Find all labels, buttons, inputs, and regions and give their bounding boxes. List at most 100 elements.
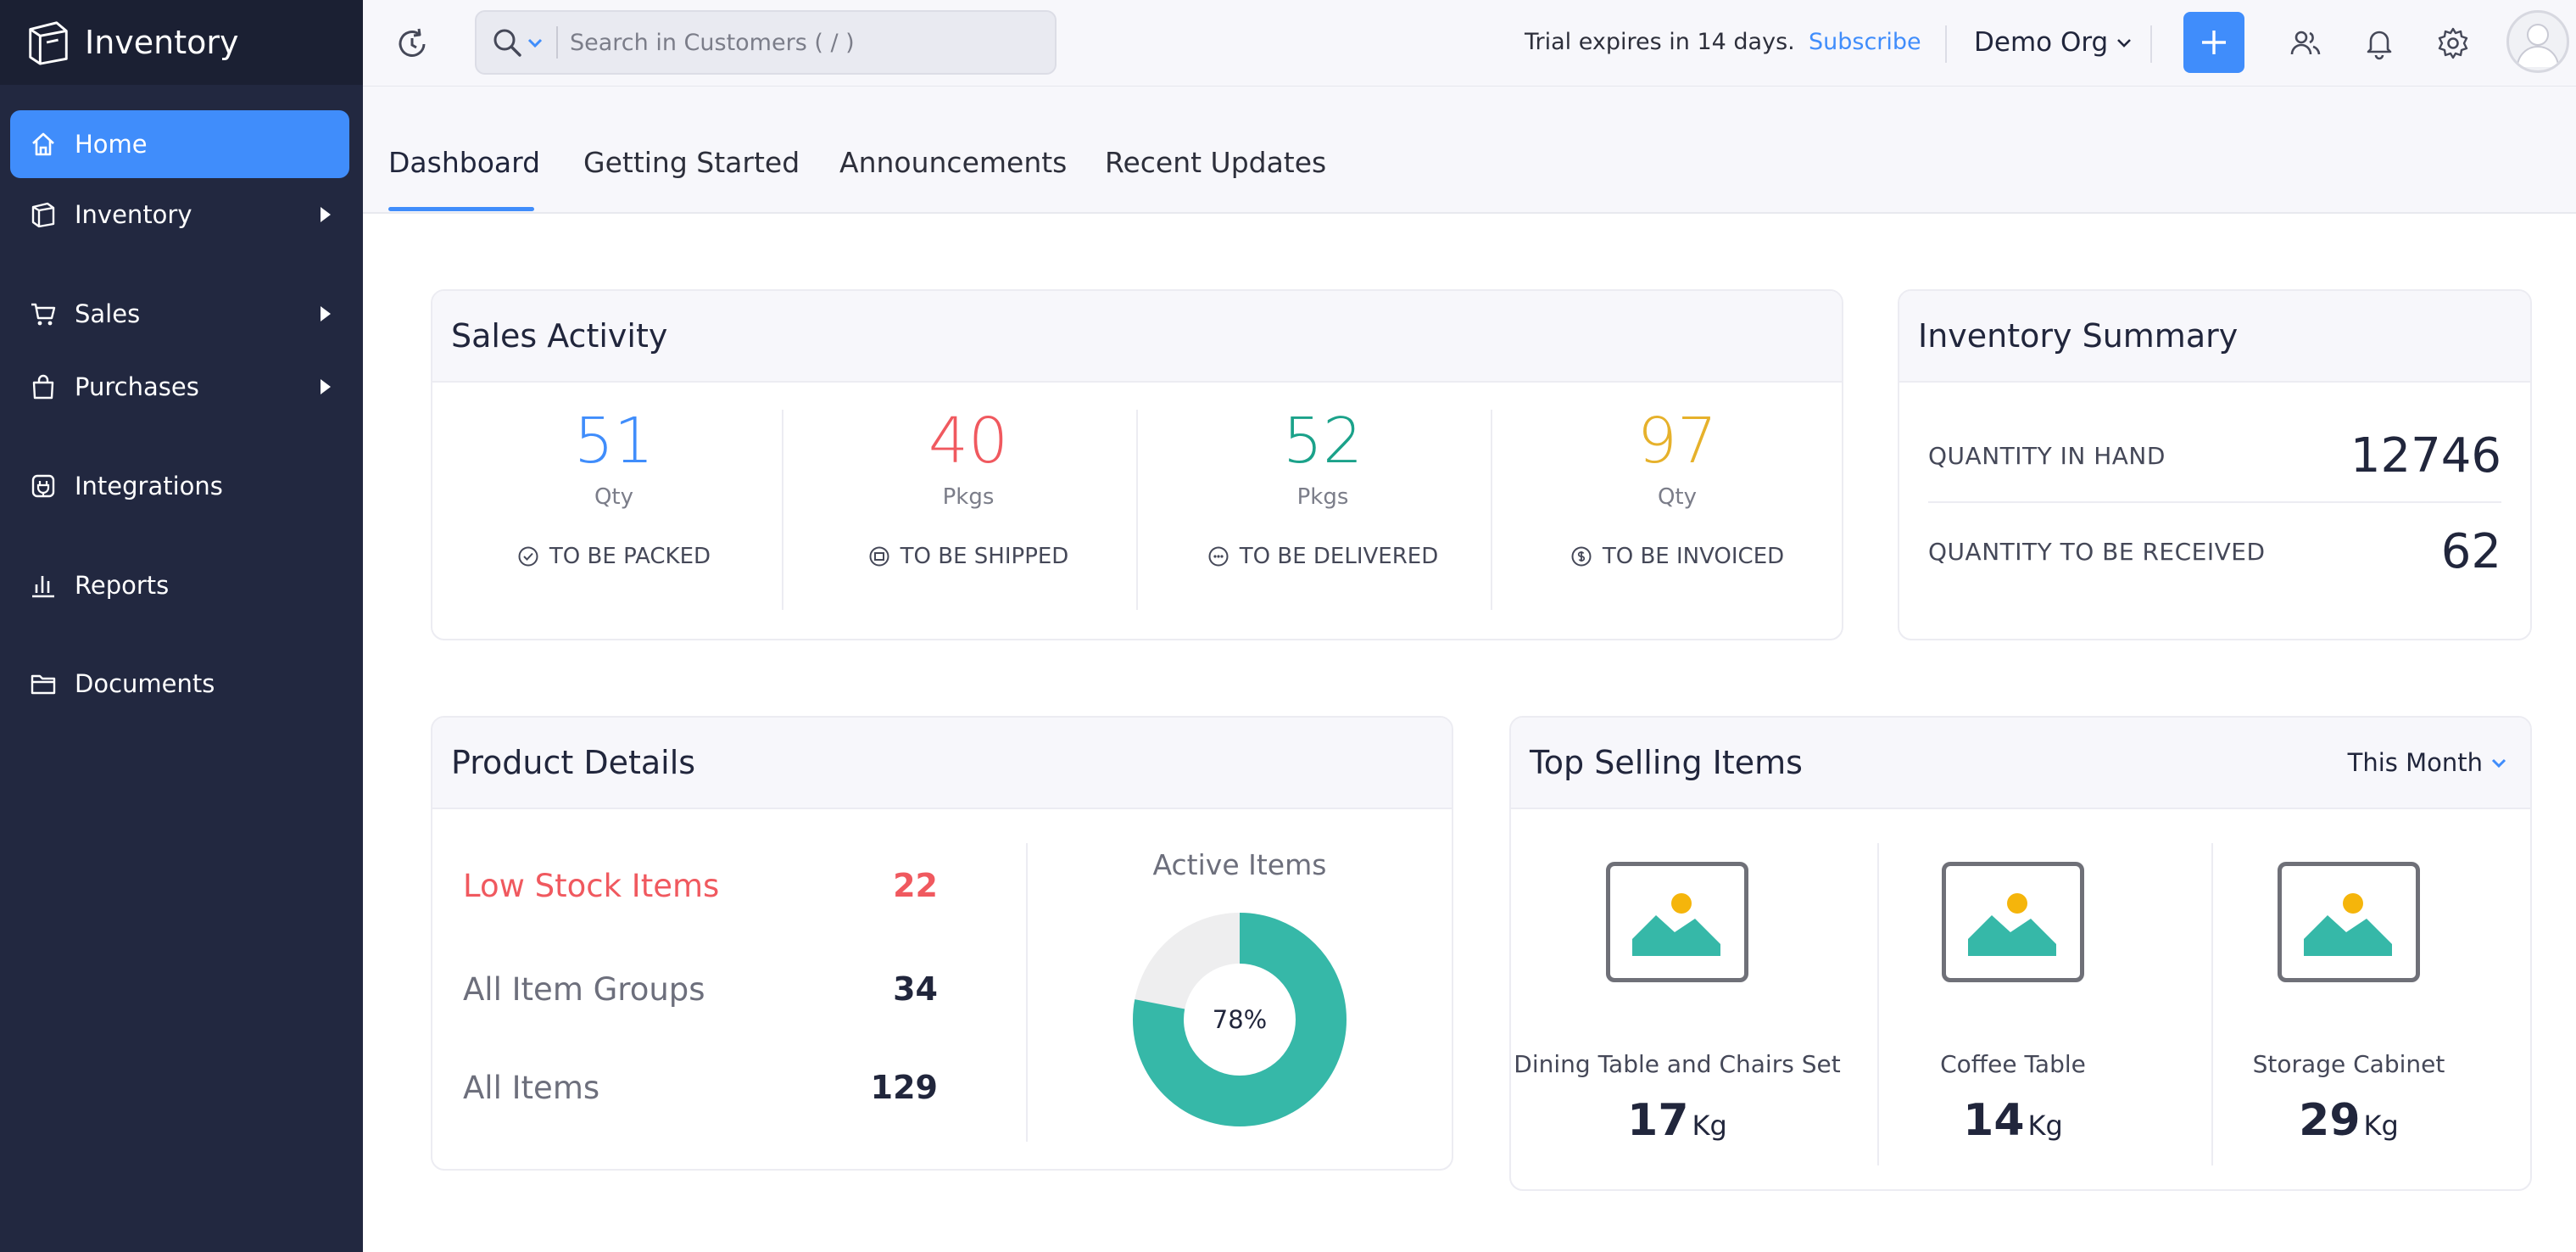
- column-divider: [782, 410, 783, 610]
- org-switcher[interactable]: Demo Org: [1974, 27, 2133, 58]
- item-qty-value: 17: [1627, 1095, 1689, 1146]
- column-divider: [1491, 410, 1492, 610]
- stat-unit: Qty: [594, 484, 634, 510]
- card-header: Product Details: [432, 718, 1452, 809]
- sidebar-item-home[interactable]: Home: [10, 110, 349, 178]
- search-icon[interactable]: [490, 25, 524, 59]
- item-quantity: 14 Kg: [1847, 1095, 2179, 1146]
- stat-label: TO BE SHIPPED: [790, 544, 1146, 569]
- inventory-icon: [27, 198, 59, 231]
- summary-label: QUANTITY TO BE RECEIVED: [1928, 537, 2266, 566]
- sidebar: Inventory Home Inventory Sales Purchases…: [0, 0, 363, 1252]
- item-name: Coffee Table: [1940, 1050, 2086, 1078]
- sidebar-item-purchases[interactable]: Purchases: [10, 353, 349, 421]
- product-row-value: 34: [893, 970, 938, 1008]
- stat-unit: Qty: [1657, 484, 1698, 510]
- sidebar-item-label: Inventory: [75, 200, 192, 229]
- top-selling-item[interactable]: Dining Table and Chairs Set 17 Kg: [1511, 862, 1843, 1146]
- stat-value: 51: [573, 405, 655, 478]
- image-placeholder-icon: [1968, 893, 2056, 956]
- stat-unit: Pkgs: [1296, 484, 1349, 510]
- stat-unit: Pkgs: [942, 484, 995, 510]
- top-selling-item[interactable]: Storage Cabinet 29 Kg: [2183, 862, 2515, 1146]
- home-icon: [27, 128, 59, 160]
- card-title: Sales Activity: [451, 317, 668, 355]
- active-items-donut[interactable]: 78%: [1126, 906, 1353, 1133]
- sales-activity-card: Sales Activity 51 Qty TO BE PACKED 40 Pk…: [431, 289, 1843, 640]
- sales-stat-to-be-invoiced[interactable]: 97 Qty TO BE INVOICED: [1499, 410, 1842, 569]
- shipped-circle-icon: [869, 546, 889, 567]
- item-qty-unit: Kg: [2363, 1109, 2399, 1142]
- sidebar-item-inventory[interactable]: Inventory: [10, 181, 349, 249]
- item-image-placeholder: [2278, 862, 2420, 982]
- search-divider: [556, 26, 558, 59]
- column-divider: [2211, 843, 2213, 1165]
- card-header: Inventory Summary: [1899, 291, 2530, 383]
- search-box[interactable]: [475, 10, 1057, 75]
- summary-label: QUANTITY IN HAND: [1928, 441, 2166, 470]
- period-dropdown[interactable]: This Month: [2348, 748, 2508, 777]
- item-qty-value: 14: [1963, 1095, 2025, 1146]
- brand-name: Inventory: [85, 24, 239, 61]
- sidebar-item-label: Integrations: [75, 472, 223, 500]
- column-divider: [1877, 843, 1879, 1165]
- sidebar-item-label: Purchases: [75, 372, 199, 401]
- chevron-down-icon: [2117, 39, 2132, 48]
- item-name: Dining Table and Chairs Set: [1514, 1050, 1841, 1078]
- brand[interactable]: Inventory: [0, 0, 363, 85]
- inventory-summary-card: Inventory Summary QUANTITY IN HAND 12746…: [1898, 289, 2532, 640]
- gear-icon[interactable]: [2435, 25, 2471, 61]
- stat-label-text: TO BE INVOICED: [1602, 544, 1785, 569]
- cart-icon: [27, 298, 59, 330]
- chevron-down-icon[interactable]: [526, 33, 544, 52]
- sidebar-item-label: Home: [75, 130, 148, 159]
- column-divider: [1026, 843, 1028, 1142]
- product-row-item-groups[interactable]: All Item Groups 34: [463, 970, 938, 1008]
- topbar-divider: [2150, 25, 2152, 63]
- tab-dashboard[interactable]: Dashboard: [388, 146, 541, 179]
- top-selling-item[interactable]: Coffee Table 14 Kg: [1847, 862, 2179, 1146]
- item-quantity: 29 Kg: [2183, 1095, 2515, 1146]
- search-input[interactable]: [570, 29, 1028, 56]
- product-row-low-stock[interactable]: Low Stock Items 22: [463, 867, 938, 904]
- sidebar-item-reports[interactable]: Reports: [10, 551, 349, 619]
- bag-icon: [27, 371, 59, 403]
- sales-stat-to-be-shipped[interactable]: 40 Pkgs TO BE SHIPPED: [790, 410, 1146, 569]
- tab-getting-started[interactable]: Getting Started: [583, 146, 800, 179]
- card-title: Product Details: [451, 744, 696, 781]
- subscribe-link[interactable]: Subscribe: [1809, 29, 1921, 55]
- item-image-placeholder: [1606, 862, 1748, 982]
- product-row-all-items[interactable]: All Items 129: [463, 1069, 938, 1106]
- item-qty-unit: Kg: [1692, 1109, 1727, 1142]
- quick-create-button[interactable]: [2183, 12, 2244, 73]
- item-qty-unit: Kg: [2027, 1109, 2063, 1142]
- donut-value-arc: [1133, 913, 1347, 1126]
- avatar[interactable]: [2506, 10, 2569, 73]
- top-selling-items-card: Top Selling Items This Month Dining Tabl…: [1509, 716, 2532, 1191]
- period-label: This Month: [2347, 748, 2483, 777]
- tab-recent-updates[interactable]: Recent Updates: [1105, 146, 1327, 179]
- card-title: Top Selling Items: [1530, 744, 1803, 781]
- user-avatar-icon: [2517, 24, 2559, 68]
- item-quantity: 17 Kg: [1511, 1095, 1843, 1146]
- card-header: Sales Activity: [432, 291, 1842, 383]
- summary-row-quantity-in-hand: QUANTITY IN HAND 12746: [1928, 410, 2501, 503]
- tab-announcements[interactable]: Announcements: [839, 146, 1068, 179]
- sidebar-item-sales[interactable]: Sales: [10, 280, 349, 348]
- sidebar-item-integrations[interactable]: Integrations: [10, 452, 349, 520]
- sales-stat-to-be-packed[interactable]: 51 Qty TO BE PACKED: [436, 410, 792, 569]
- caret-right-icon: [321, 379, 331, 394]
- active-items-title: Active Items: [1152, 848, 1327, 881]
- sales-stat-to-be-delivered[interactable]: 52 Pkgs TO BE DELIVERED: [1145, 410, 1501, 569]
- recent-activity-icon[interactable]: [393, 25, 431, 63]
- sidebar-item-label: Documents: [75, 669, 215, 698]
- integrations-icon: [27, 470, 59, 502]
- sidebar-item-documents[interactable]: Documents: [10, 650, 349, 718]
- plus-icon: [2202, 31, 2226, 54]
- bell-icon[interactable]: [2361, 25, 2397, 61]
- users-icon[interactable]: [2288, 25, 2323, 61]
- image-placeholder-icon: [2304, 893, 2392, 956]
- stat-label-text: TO BE SHIPPED: [900, 544, 1069, 569]
- delivery-circle-icon: [1208, 546, 1229, 567]
- summary-row-quantity-to-be-received: QUANTITY TO BE RECEIVED 62: [1928, 505, 2501, 598]
